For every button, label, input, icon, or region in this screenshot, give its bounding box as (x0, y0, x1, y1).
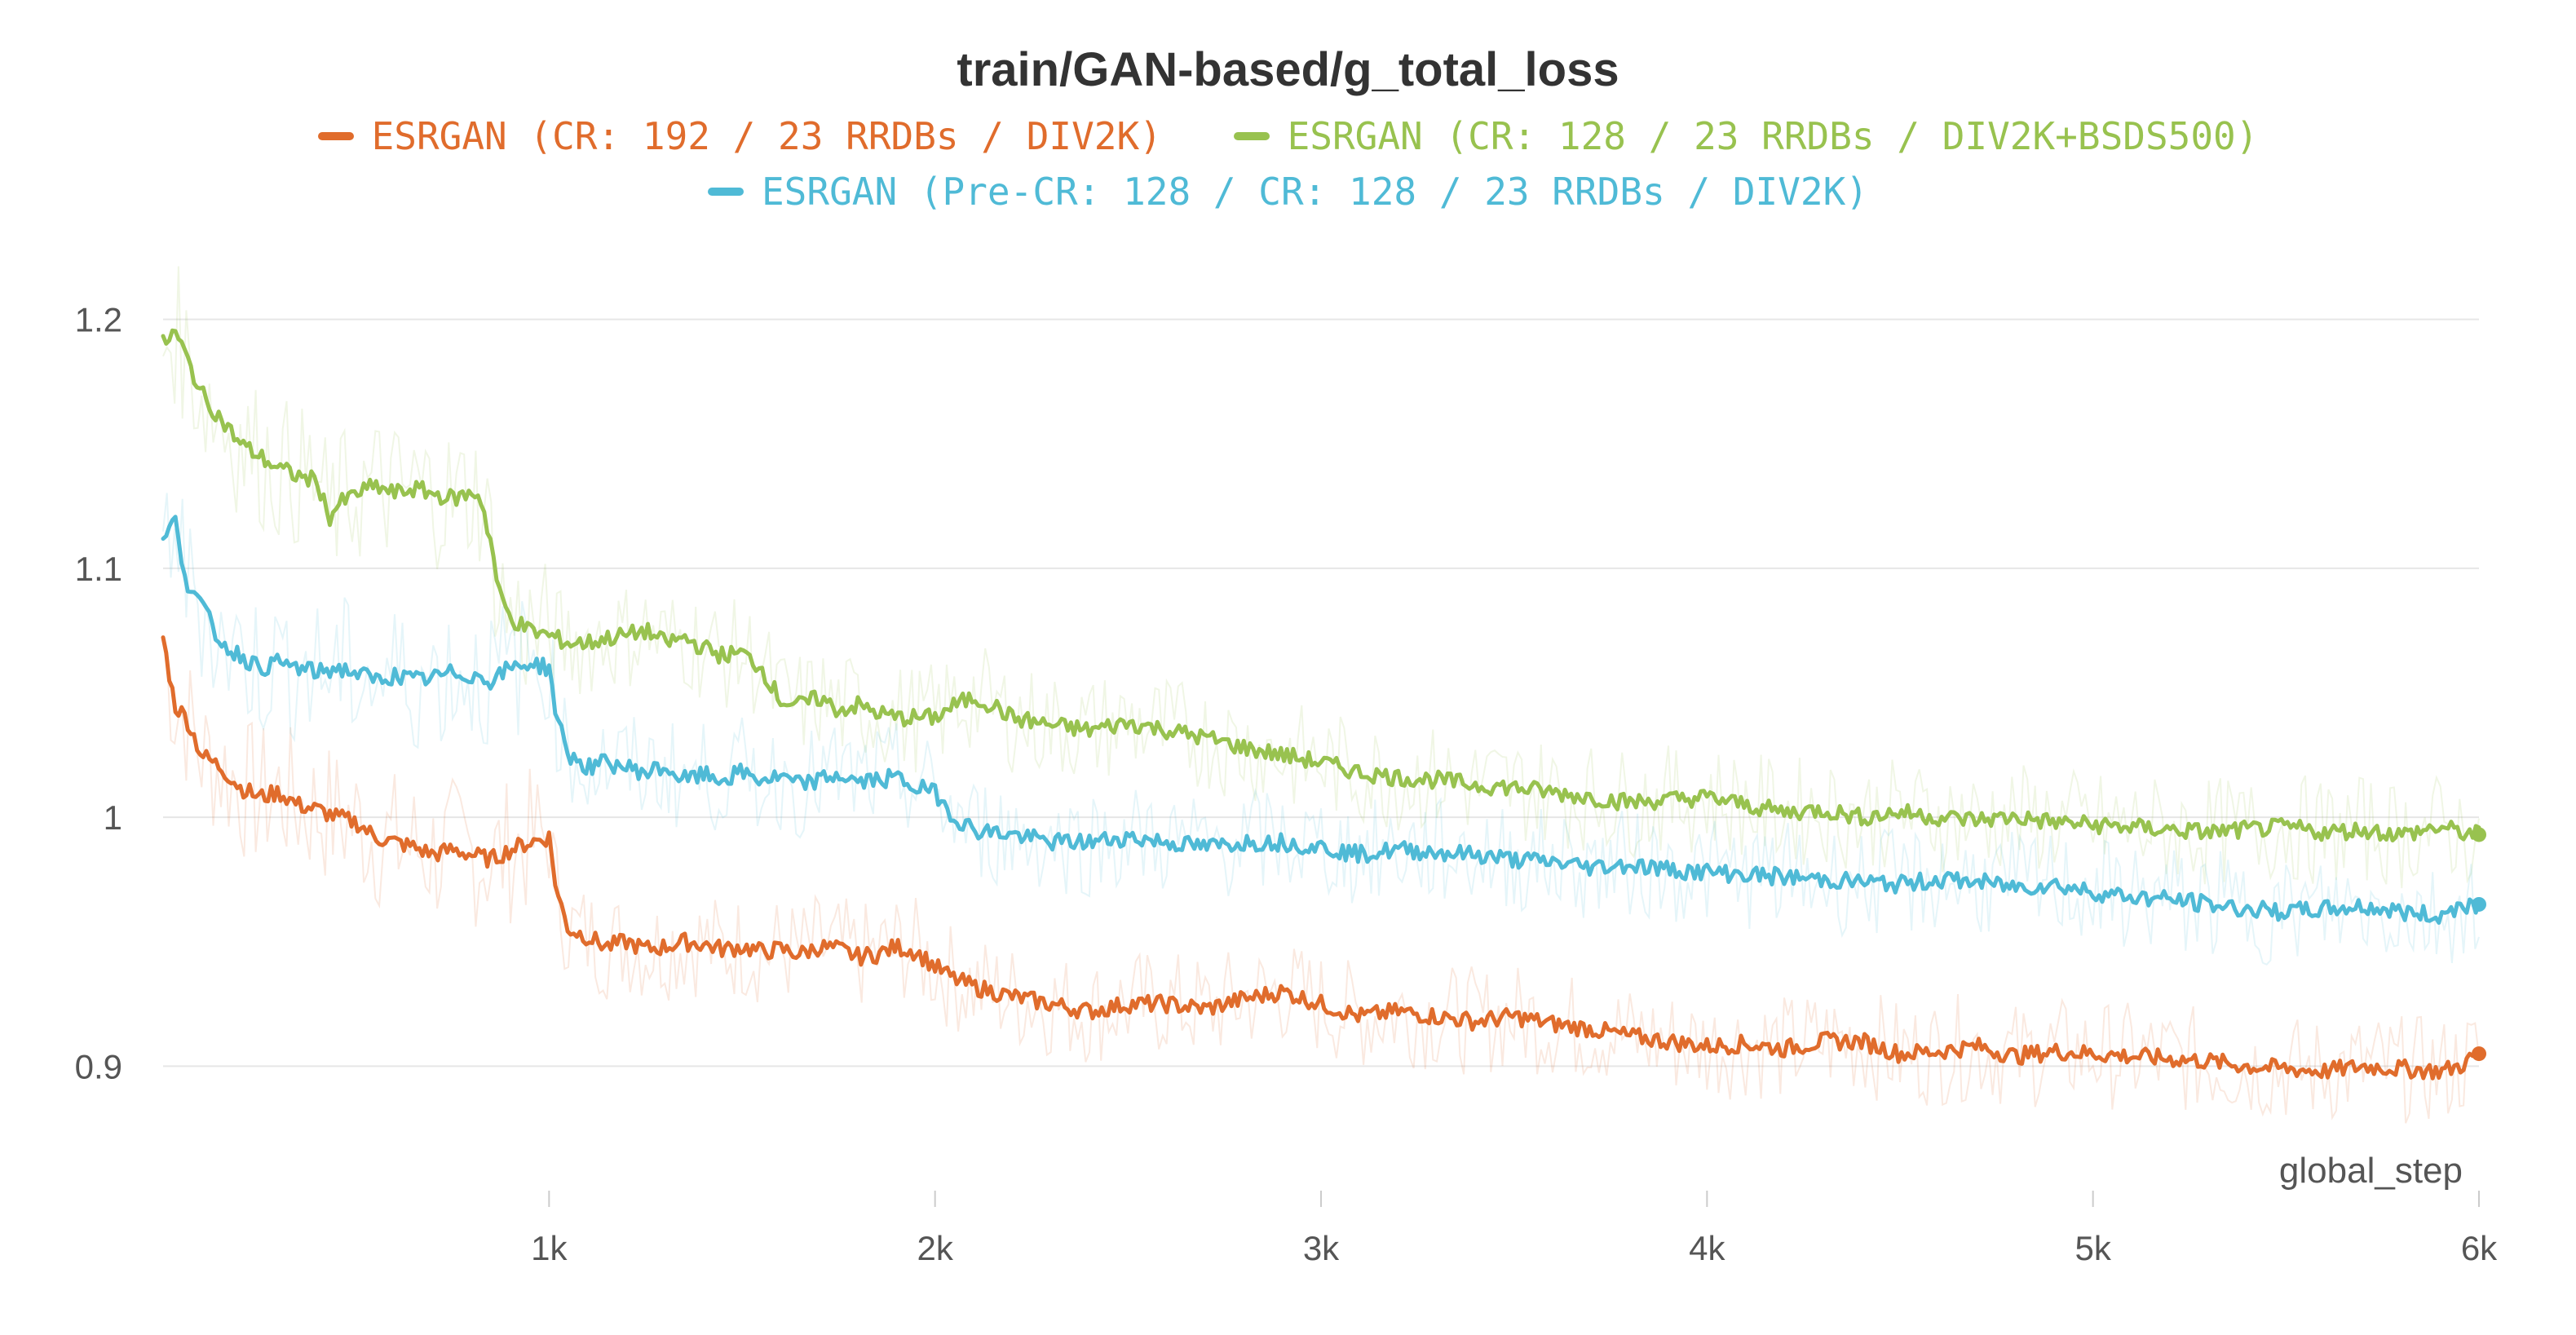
series-layer (161, 328, 2486, 1081)
x-tick-label: 4k (1689, 1229, 1725, 1267)
raw-trace-series-3 (162, 493, 2480, 966)
series-line-2 (161, 328, 2481, 842)
legend-label: ESRGAN (CR: 192 / 23 RRDBs / DIV2K) (371, 114, 1162, 158)
y-tick-label: 0.9 (75, 1047, 122, 1085)
x-tick-label: 1k (531, 1229, 568, 1267)
chart-title: train/GAN-based/g_total_loss (957, 43, 1619, 96)
series-endpoint-3 (2472, 896, 2486, 912)
legend-label: ESRGAN (CR: 128 / 23 RRDBs / DIV2K+BSDS5… (1287, 114, 2259, 158)
y-tick-label: 1.1 (75, 550, 122, 588)
legend-label: ESRGAN (Pre-CR: 128 / CR: 128 / 23 RRDBs… (761, 170, 1869, 214)
y-tick-label: 1 (104, 798, 122, 837)
legend-row: ESRGAN (CR: 192 / 23 RRDBs / DIV2K) ESRG… (0, 114, 2576, 158)
x-axis-label: global_step (2279, 1151, 2463, 1191)
legend-item-series-3[interactable]: ESRGAN (Pre-CR: 128 / CR: 128 / 23 RRDBs… (707, 170, 1869, 214)
x-tick-label: 3k (1303, 1229, 1340, 1267)
y-axis: 0.9 1 1.1 1.2 (75, 301, 122, 1086)
legend-swatch-series-1 (317, 131, 354, 140)
raw-trace-series-1 (162, 639, 2480, 1124)
legend-swatch-series-2 (1233, 131, 1270, 140)
x-tick-label: 2k (917, 1229, 953, 1267)
grid-layer (163, 318, 2479, 1068)
y-tick-label: 1.2 (75, 301, 122, 339)
x-tick-label: 6k (2461, 1229, 2498, 1267)
x-axis: 1k 2k 3k 4k 5k 6k (531, 1191, 2498, 1267)
series-line-1 (161, 635, 2481, 1081)
legend-item-series-1[interactable]: ESRGAN (CR: 192 / 23 RRDBs / DIV2K) (317, 114, 1162, 158)
series-endpoint-2 (2472, 827, 2486, 842)
raw-trace-series-2 (162, 266, 2480, 889)
legend-row: ESRGAN (Pre-CR: 128 / CR: 128 / 23 RRDBs… (0, 170, 2576, 214)
x-tick-label: 5k (2074, 1229, 2111, 1267)
series-line-3 (161, 515, 2481, 925)
series-endpoint-1 (2472, 1046, 2486, 1062)
legend-item-series-2[interactable]: ESRGAN (CR: 128 / 23 RRDBs / DIV2K+BSDS5… (1233, 114, 2259, 158)
legend-swatch-series-3 (707, 187, 744, 196)
